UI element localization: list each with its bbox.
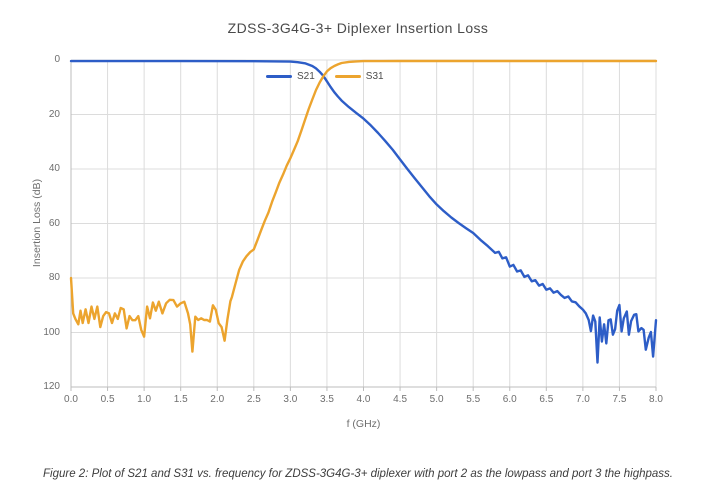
- x-tick-label: 6.0: [502, 394, 517, 405]
- y-tick-label: 40: [48, 163, 60, 174]
- y-tick-label: 20: [48, 108, 60, 120]
- x-tick-label: 2.5: [246, 394, 261, 405]
- x-tick-label: 2.0: [210, 394, 225, 405]
- x-tick-label: 7.0: [575, 394, 590, 405]
- legend-item-s31: S31: [334, 71, 384, 82]
- y-tick-label: 0: [54, 54, 60, 65]
- s21-curve: [69, 59, 658, 364]
- x-tick-label: 7.5: [612, 394, 627, 405]
- x-tick-label: 1.0: [137, 394, 152, 405]
- x-tick-label: 4.5: [393, 394, 408, 405]
- x-tick-label: 1.5: [173, 394, 188, 405]
- chart-title: ZDSS-3G4G-3+ Diplexer Insertion Loss: [227, 20, 489, 36]
- chart-legend: S21 S31: [266, 71, 384, 82]
- legend-item-s21: S21: [266, 71, 315, 82]
- x-axis-title: f (GHz): [346, 418, 381, 430]
- x-tick-label: 5.5: [466, 394, 481, 405]
- legend-label-s31: S31: [365, 71, 384, 82]
- s21-line-swatch: [266, 74, 292, 79]
- y-tick-label: 80: [48, 272, 60, 283]
- x-tick-label: 4.0: [356, 394, 371, 405]
- s31-curve: [69, 59, 658, 353]
- figure-caption: Figure 2: Plot of S21 and S31 vs. freque…: [43, 468, 673, 480]
- legend-label-s21: S21: [297, 71, 315, 82]
- y-tick-label: 100: [43, 326, 60, 338]
- plot-canvas: [69, 59, 658, 391]
- y-tick-label: 120: [43, 381, 60, 392]
- x-tick-label: 3.5: [319, 394, 334, 405]
- x-tick-label: 6.5: [539, 394, 554, 405]
- x-tick-label: 3.0: [283, 394, 298, 405]
- x-tick-label: 8.0: [649, 394, 663, 405]
- x-tick-label: 0.0: [64, 394, 78, 405]
- s31-line-swatch: [334, 74, 361, 79]
- y-tick-label: 60: [48, 217, 60, 229]
- x-tick-label: 5.0: [429, 394, 444, 405]
- x-tick-label: 0.5: [100, 394, 115, 405]
